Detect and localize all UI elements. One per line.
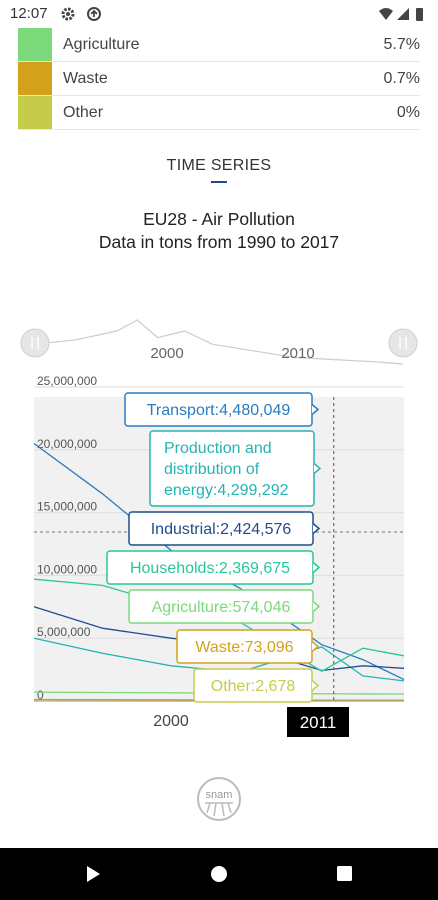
signal-icon [397, 8, 409, 20]
legend-name: Other [63, 104, 104, 121]
tooltip-text: Transport:4,480,049 [147, 402, 291, 419]
tooltip-pointer [311, 403, 320, 416]
navigator-label-2000: 2000 [150, 345, 183, 362]
back-button[interactable] [87, 866, 100, 882]
crosshair-year-label: 2011 [300, 713, 337, 732]
tooltip-text: Production and distribution of energy:4,29… [164, 440, 289, 499]
settings-icon [61, 7, 75, 21]
crosshair-label: 2011 [287, 707, 349, 737]
tooltip-waste: Waste:73,096 [176, 629, 320, 664]
tooltip-pointer [313, 462, 322, 475]
tooltip-pointer [312, 561, 321, 574]
legend-list: Agriculture 5.7% Waste 0.7% Other 0% [18, 28, 420, 130]
home-button[interactable] [211, 866, 227, 882]
tooltip-pointer [311, 679, 320, 692]
y-tick-label: 0 [37, 688, 44, 702]
y-tick-label: 25,000,000 [37, 374, 97, 388]
legend-swatch [18, 28, 52, 61]
tooltip-agriculture: Agriculture:574,046 [128, 589, 321, 624]
tooltip-households: Households:2,369,675 [106, 550, 321, 585]
navigator-left-handle[interactable] [20, 328, 50, 358]
legend-name: Agriculture [63, 36, 140, 53]
navigator-right-handle[interactable] [388, 328, 418, 358]
status-left-icons [60, 6, 120, 29]
logo-text: snam [206, 789, 233, 801]
legend-row-waste[interactable]: Waste 0.7% [18, 62, 420, 96]
legend-name: Waste [63, 70, 108, 87]
wifi-icon [379, 8, 393, 20]
time-series-chart[interactable]: 2000 2010 25,000,000 20,000,000 15,000,000… [0, 300, 438, 750]
tooltip-pointer [312, 600, 321, 613]
tooltip-text: Households:2,369,675 [130, 560, 290, 577]
chart-title: EU28 - Air Pollution Data in tons from 1… [0, 208, 438, 254]
legend-percentage: 0% [396, 104, 420, 121]
sync-icon [87, 7, 101, 21]
legend-row-other[interactable]: Other 0% [18, 96, 420, 130]
legend-swatch [18, 96, 52, 129]
navigator-line [34, 319, 404, 365]
battery-icon [416, 8, 423, 21]
system-navigation-bar [0, 848, 438, 900]
tooltip-text: Other:2,678 [211, 678, 296, 695]
y-tick-label: 10,000,000 [37, 562, 97, 576]
tooltip-text: Industrial:2,424,576 [151, 521, 292, 538]
snam-logo: snam [196, 776, 242, 827]
section-title: TIME SERIES [166, 157, 272, 174]
tooltip-other: Other:2,678 [193, 668, 320, 703]
legend-row-agriculture[interactable]: Agriculture 5.7% [18, 28, 420, 62]
y-tick-label: 5,000,000 [37, 625, 91, 639]
status-bar: 12:07 [0, 0, 438, 28]
status-right-icons [378, 6, 428, 29]
status-time: 12:07 [10, 5, 48, 22]
navigator-label-2010: 2010 [281, 345, 314, 362]
chart-title-line2: Data in tons from 1990 to 2017 [98, 232, 340, 252]
series-line-transport [33, 442, 405, 681]
recents-button[interactable] [337, 866, 352, 881]
tooltip-transport: Transport:4,480,049 [124, 392, 320, 427]
x-axis: 2000 [153, 713, 189, 730]
tooltip-text: Agriculture:574,046 [152, 599, 291, 616]
y-tick-label: 15,000,000 [37, 500, 97, 514]
x-tick-label: 2000 [153, 713, 189, 730]
legend-percentage: 5.7% [383, 36, 420, 53]
legend-swatch [18, 62, 52, 95]
tooltip-industrial: Industrial:2,424,576 [128, 511, 321, 546]
tooltip-pointer [311, 640, 320, 653]
range-navigator[interactable]: 2000 2010 [20, 319, 418, 365]
y-axis: 25,000,000 20,000,000 15,000,000 10,000,000… [37, 374, 97, 702]
tooltips: Transport:4,480,049 Production and distrib… [106, 392, 322, 703]
tooltip-production-and-distribution-of-energy: Production and distribution of energy:4,29… [149, 430, 322, 507]
chart-title-line1: EU28 - Air Pollution [143, 209, 295, 229]
y-tick-label: 20,000,000 [37, 437, 97, 451]
section-underline [211, 181, 227, 183]
tooltip-text: Waste:73,096 [195, 639, 293, 656]
legend-percentage: 0.7% [383, 70, 420, 87]
tooltip-pointer [312, 522, 321, 535]
